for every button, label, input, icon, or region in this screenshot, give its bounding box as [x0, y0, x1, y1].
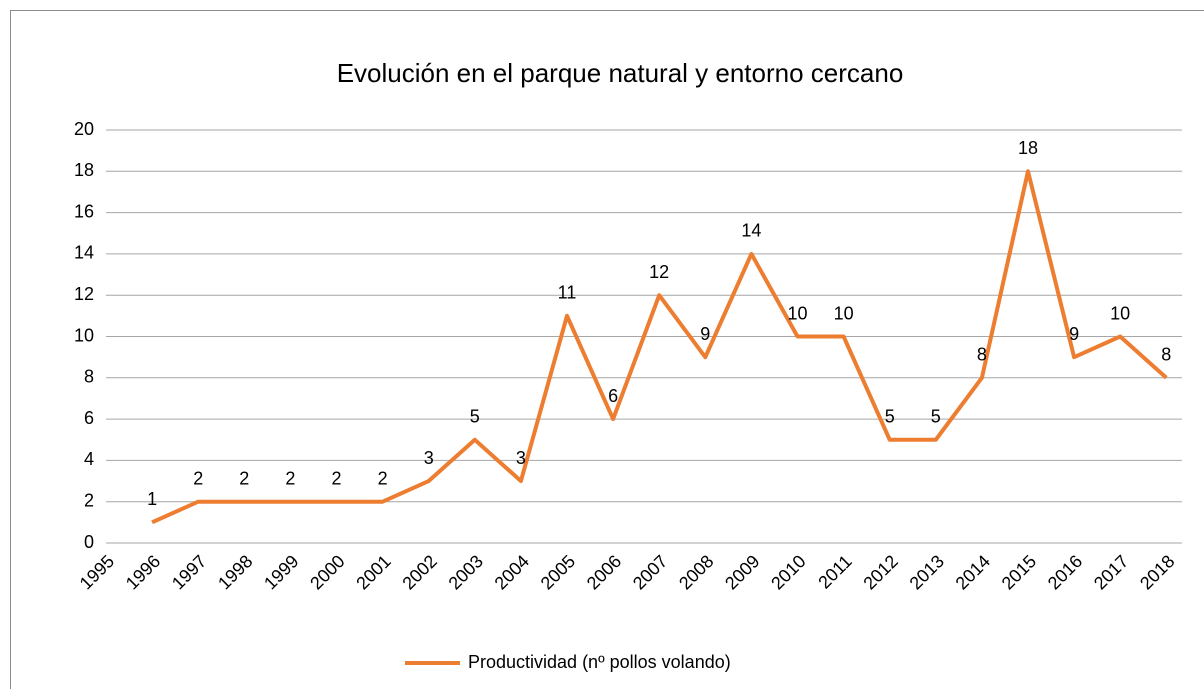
- data-label: 12: [649, 262, 669, 282]
- data-label: 2: [239, 468, 249, 488]
- y-tick-label: 18: [74, 160, 94, 180]
- data-label: 9: [700, 324, 710, 344]
- data-label: 18: [1018, 138, 1038, 158]
- chart-border: [10, 10, 1204, 689]
- data-label: 10: [787, 303, 807, 323]
- data-label: 10: [834, 303, 854, 323]
- data-label: 2: [285, 468, 295, 488]
- y-tick-label: 6: [84, 408, 94, 428]
- data-label: 1: [147, 489, 157, 509]
- y-tick-label: 20: [74, 119, 94, 139]
- y-tick-label: 2: [84, 490, 94, 510]
- data-label: 6: [608, 386, 618, 406]
- y-tick-label: 10: [74, 325, 94, 345]
- y-tick-label: 8: [84, 367, 94, 387]
- data-label: 2: [378, 468, 388, 488]
- data-label: 3: [516, 448, 526, 468]
- data-label: 14: [741, 221, 761, 241]
- y-tick-label: 16: [74, 201, 94, 221]
- chart-title: Evolución en el parque natural y entorno…: [337, 58, 904, 88]
- y-tick-label: 4: [84, 449, 94, 469]
- data-label: 3: [424, 448, 434, 468]
- y-tick-label: 14: [74, 243, 94, 263]
- y-tick-label: 0: [84, 532, 94, 552]
- data-label: 5: [931, 407, 941, 427]
- data-label: 8: [977, 345, 987, 365]
- data-label: 10: [1110, 303, 1130, 323]
- data-label: 2: [331, 468, 341, 488]
- series-line: [151, 169, 1168, 525]
- data-label: 5: [885, 407, 895, 427]
- legend-label: Productividad (nº pollos volando): [468, 652, 731, 672]
- data-label: 8: [1161, 345, 1171, 365]
- data-label: 2: [193, 468, 203, 488]
- data-label: 9: [1069, 324, 1079, 344]
- data-label: 5: [470, 407, 480, 427]
- data-label: 11: [558, 283, 577, 303]
- y-tick-label: 12: [74, 284, 94, 304]
